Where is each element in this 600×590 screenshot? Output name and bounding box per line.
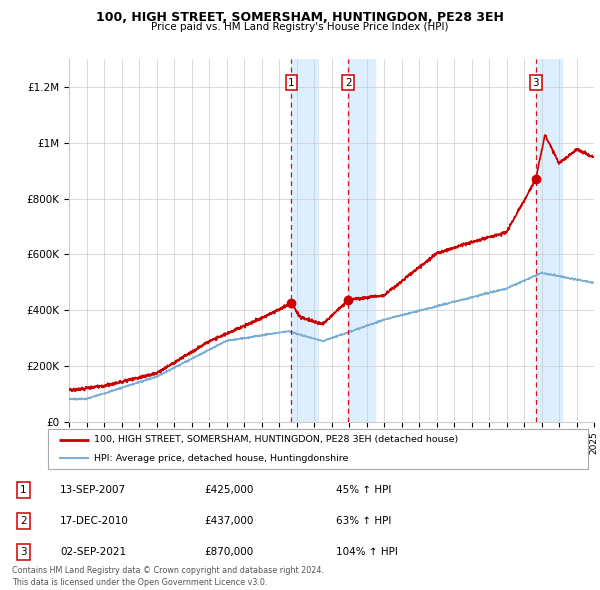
Text: 1: 1	[20, 486, 27, 495]
Text: £870,000: £870,000	[204, 547, 253, 556]
Text: 100, HIGH STREET, SOMERSHAM, HUNTINGDON, PE28 3EH: 100, HIGH STREET, SOMERSHAM, HUNTINGDON,…	[96, 11, 504, 24]
Text: 17-DEC-2010: 17-DEC-2010	[60, 516, 129, 526]
Text: £425,000: £425,000	[204, 486, 253, 495]
Text: 2: 2	[345, 78, 352, 88]
Text: HPI: Average price, detached house, Huntingdonshire: HPI: Average price, detached house, Hunt…	[94, 454, 348, 463]
FancyBboxPatch shape	[48, 429, 588, 469]
Text: Price paid vs. HM Land Registry's House Price Index (HPI): Price paid vs. HM Land Registry's House …	[151, 22, 449, 32]
Text: £437,000: £437,000	[204, 516, 253, 526]
Text: 02-SEP-2021: 02-SEP-2021	[60, 547, 126, 556]
Text: 104% ↑ HPI: 104% ↑ HPI	[336, 547, 398, 556]
Text: 63% ↑ HPI: 63% ↑ HPI	[336, 516, 391, 526]
Text: 3: 3	[20, 547, 27, 556]
Text: 1: 1	[288, 78, 295, 88]
Bar	[349, 59, 374, 422]
Text: 3: 3	[532, 78, 539, 88]
Bar	[292, 59, 317, 422]
Text: 45% ↑ HPI: 45% ↑ HPI	[336, 486, 391, 495]
Bar	[536, 59, 562, 422]
Text: 13-SEP-2007: 13-SEP-2007	[60, 486, 126, 495]
Text: 100, HIGH STREET, SOMERSHAM, HUNTINGDON, PE28 3EH (detached house): 100, HIGH STREET, SOMERSHAM, HUNTINGDON,…	[94, 435, 458, 444]
Text: 2: 2	[20, 516, 27, 526]
Text: Contains HM Land Registry data © Crown copyright and database right 2024.
This d: Contains HM Land Registry data © Crown c…	[12, 566, 324, 587]
